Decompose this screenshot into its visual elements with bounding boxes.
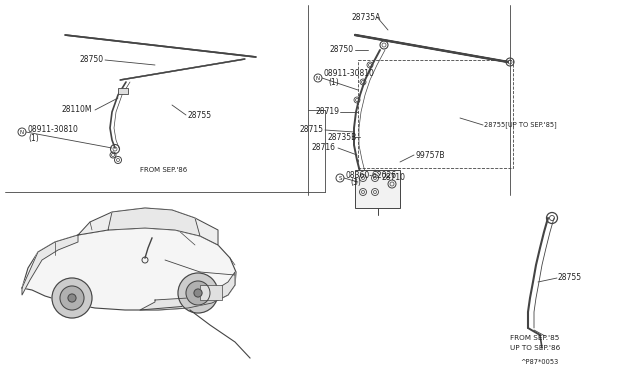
Text: 28755: 28755 bbox=[558, 273, 582, 282]
Circle shape bbox=[60, 286, 84, 310]
Polygon shape bbox=[22, 228, 236, 310]
Polygon shape bbox=[140, 272, 235, 310]
Polygon shape bbox=[22, 235, 78, 295]
Text: 08911-30810: 08911-30810 bbox=[27, 125, 78, 134]
Text: 28716: 28716 bbox=[312, 144, 336, 153]
Text: 08360-62026: 08360-62026 bbox=[345, 170, 396, 180]
Text: 28735B: 28735B bbox=[328, 132, 357, 141]
Text: 28715: 28715 bbox=[300, 125, 324, 135]
Text: N: N bbox=[316, 76, 320, 80]
Bar bbox=[358, 60, 513, 168]
Circle shape bbox=[178, 273, 218, 313]
Text: 28110M: 28110M bbox=[62, 106, 93, 115]
Polygon shape bbox=[78, 208, 218, 245]
Text: 99757B: 99757B bbox=[415, 151, 445, 160]
Text: UP TO SEP.'86: UP TO SEP.'86 bbox=[510, 345, 560, 351]
Text: S: S bbox=[339, 176, 342, 180]
Text: 08911-30810: 08911-30810 bbox=[323, 70, 374, 78]
Text: 28710: 28710 bbox=[382, 173, 406, 183]
Text: ^P87*0053: ^P87*0053 bbox=[520, 359, 558, 365]
Text: 28750: 28750 bbox=[330, 45, 354, 55]
Bar bbox=[355, 170, 400, 208]
Text: N: N bbox=[20, 129, 24, 135]
Circle shape bbox=[186, 281, 210, 305]
Circle shape bbox=[194, 289, 202, 297]
Text: (1): (1) bbox=[28, 134, 39, 142]
Polygon shape bbox=[108, 208, 200, 236]
Text: (3): (3) bbox=[350, 179, 361, 187]
Text: FROM SEP.'85: FROM SEP.'85 bbox=[510, 335, 559, 341]
Text: (1): (1) bbox=[328, 77, 339, 87]
Text: 28755: 28755 bbox=[188, 110, 212, 119]
Bar bbox=[200, 285, 222, 300]
Text: 28750: 28750 bbox=[80, 55, 104, 64]
Circle shape bbox=[52, 278, 92, 318]
Text: 28719: 28719 bbox=[315, 108, 339, 116]
Text: 28735A: 28735A bbox=[352, 13, 381, 22]
Text: FROM SEP.'86: FROM SEP.'86 bbox=[140, 167, 188, 173]
Text: 28755[UP TO SEP.'85]: 28755[UP TO SEP.'85] bbox=[484, 122, 557, 128]
Bar bbox=[118, 88, 128, 94]
Circle shape bbox=[68, 294, 76, 302]
